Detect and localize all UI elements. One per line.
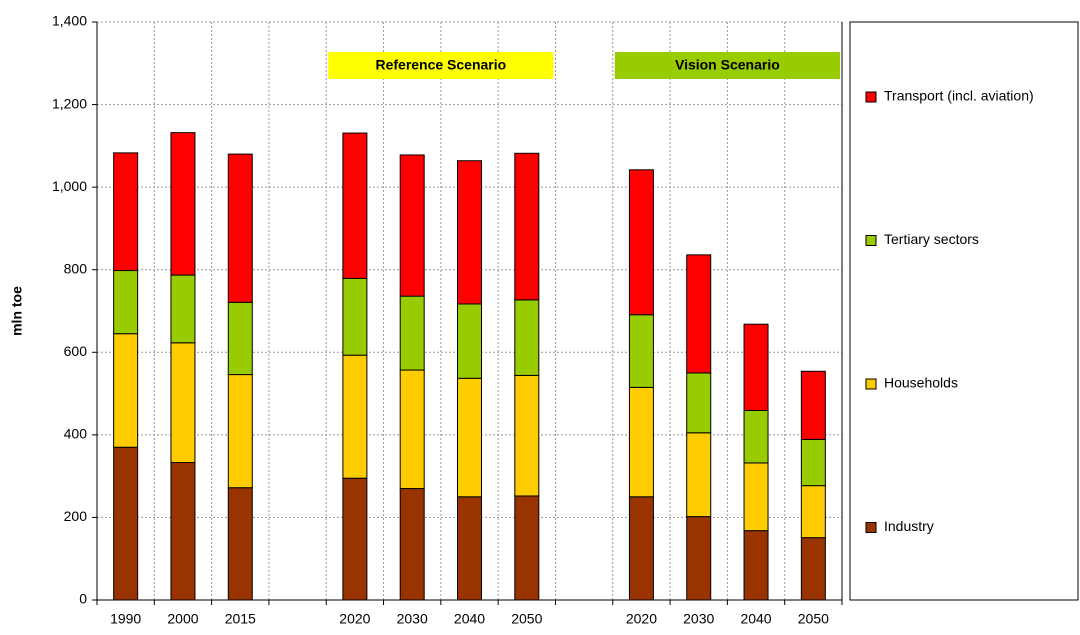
x-tick-label: 2040 [740, 611, 771, 627]
bar-segment [514, 299, 540, 376]
bar-segment [227, 374, 253, 489]
bar-segment [227, 301, 253, 376]
bar-segment [628, 314, 654, 388]
y-tick-label: 0 [79, 591, 87, 607]
legend-swatch [865, 235, 877, 246]
bar-segment [113, 446, 139, 601]
y-axis-label: mln toe [9, 286, 25, 336]
bar-segment [800, 537, 826, 601]
bar-segment [686, 372, 712, 434]
bar-segment [800, 438, 826, 487]
x-tick-label: 2020 [626, 611, 657, 627]
y-tick-label: 1,400 [52, 13, 87, 29]
bar-segment [170, 132, 196, 276]
bar-segment [514, 495, 540, 601]
legend-label: Industry [884, 518, 934, 534]
bar-segment [342, 354, 368, 479]
bar-segment [342, 477, 368, 601]
y-tick-label: 1,200 [52, 95, 87, 111]
bar-segment [743, 530, 769, 601]
y-tick-label: 1,000 [52, 178, 87, 194]
annotation-text: Reference Scenario [375, 57, 506, 73]
x-tick-label: 2030 [683, 611, 714, 627]
bar-segment [686, 254, 712, 374]
bar-segment [457, 160, 482, 305]
bar-segment [399, 488, 425, 601]
legend-box [849, 21, 1079, 601]
bar-segment [399, 369, 425, 490]
y-tick-label: 800 [64, 260, 88, 276]
bar-segment [628, 169, 654, 316]
bar-segment [113, 333, 139, 448]
bar-segment [170, 274, 196, 344]
legend-swatch [865, 378, 877, 390]
bar-segment [342, 132, 368, 279]
bar-segment [170, 462, 196, 601]
bar-segment [628, 496, 654, 601]
x-tick-label: 2040 [454, 611, 485, 627]
legend-label: Transport (incl. aviation) [884, 88, 1034, 104]
bar-segment [686, 432, 712, 518]
bar-segment [628, 386, 654, 498]
bar-segment [113, 270, 139, 335]
bar-segment [514, 152, 540, 301]
bar-segment [514, 374, 540, 497]
bar-segment [342, 277, 368, 356]
x-tick-label: 2050 [798, 611, 829, 627]
bar-segment [743, 323, 769, 411]
y-tick-label: 600 [64, 343, 88, 359]
x-tick-label: 2030 [397, 611, 428, 627]
bar-segment [457, 377, 482, 498]
annotation-box [614, 52, 840, 79]
bar-segment [743, 409, 769, 464]
annotation-text: Vision Scenario [675, 57, 780, 73]
x-tick-label: 2050 [511, 611, 542, 627]
bar-segment [170, 342, 196, 464]
bar-segment [457, 303, 482, 379]
x-tick-label: 1990 [110, 611, 141, 627]
x-tick-label: 2015 [225, 611, 256, 627]
bar-segment [686, 516, 712, 601]
legend-swatch [865, 91, 877, 103]
y-tick-label: 400 [64, 426, 88, 442]
y-tick-label: 200 [64, 508, 88, 524]
annotation-box [328, 52, 554, 79]
legend-label: Households [884, 375, 958, 391]
bar-segment [399, 295, 425, 371]
bar-segment [227, 153, 253, 303]
bar-segment [227, 487, 253, 601]
legend-label: Tertiary sectors [884, 231, 979, 247]
bar-segment [743, 462, 769, 532]
bar-segment [800, 485, 826, 539]
bar-segment [113, 152, 139, 272]
x-tick-label: 2020 [339, 611, 370, 627]
bar-segment [457, 496, 482, 601]
x-tick-label: 2000 [167, 611, 198, 627]
bar-segment [399, 154, 425, 297]
bar-segment [800, 370, 826, 440]
legend-swatch [865, 522, 877, 533]
